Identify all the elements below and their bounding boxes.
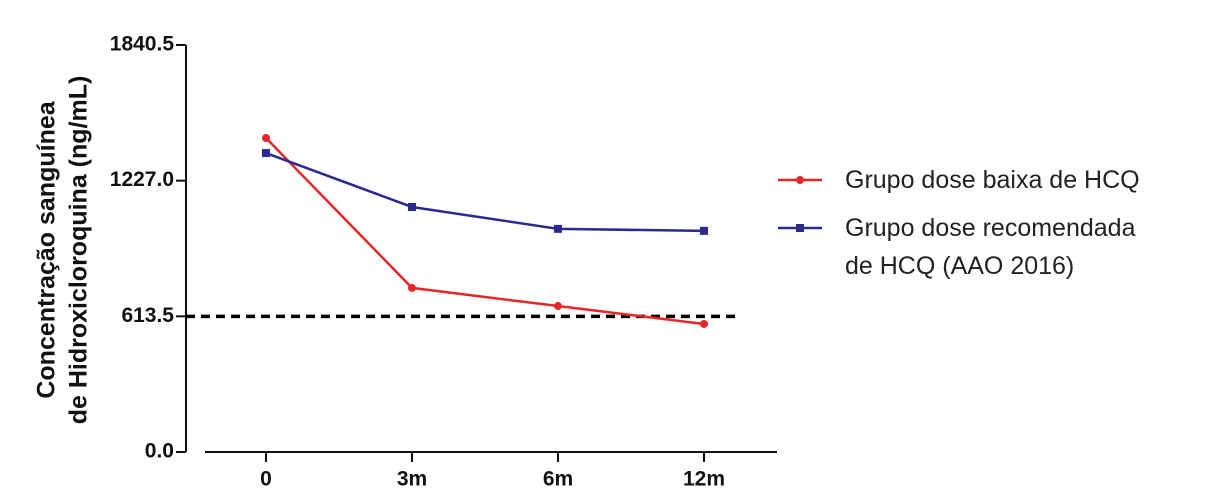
x-tick-label: 3m	[397, 468, 427, 491]
y-axis-label: de Hidroxicloroquina (ng/mL)	[65, 76, 93, 425]
marker	[408, 283, 416, 292]
legend-marker	[796, 224, 804, 232]
marker	[262, 149, 270, 158]
marker	[408, 202, 416, 211]
x-tick-label: 6m	[543, 468, 573, 491]
marker	[700, 319, 708, 328]
marker	[554, 302, 562, 311]
marker	[700, 226, 708, 235]
y-tick-label: 613.5	[121, 304, 174, 327]
marker	[554, 224, 562, 233]
series-line	[265, 137, 705, 326]
x-tick-label: 12m	[683, 468, 725, 491]
legend-marker	[796, 176, 804, 184]
x-tick-label: 0	[260, 468, 272, 491]
series-line	[265, 151, 705, 233]
marker	[262, 133, 270, 142]
y-tick-label: 0.0	[145, 440, 174, 463]
legend-label: Grupo dose baixa de HCQ	[845, 166, 1140, 194]
y-tick-label: 1840.5	[110, 33, 175, 56]
y-axis-label: Concentração sanguínea	[33, 100, 61, 398]
y-tick-label: 1227.0	[110, 168, 174, 191]
legend-label: Grupo dose recomendada de HCQ (AAO 2016)	[845, 214, 1136, 280]
